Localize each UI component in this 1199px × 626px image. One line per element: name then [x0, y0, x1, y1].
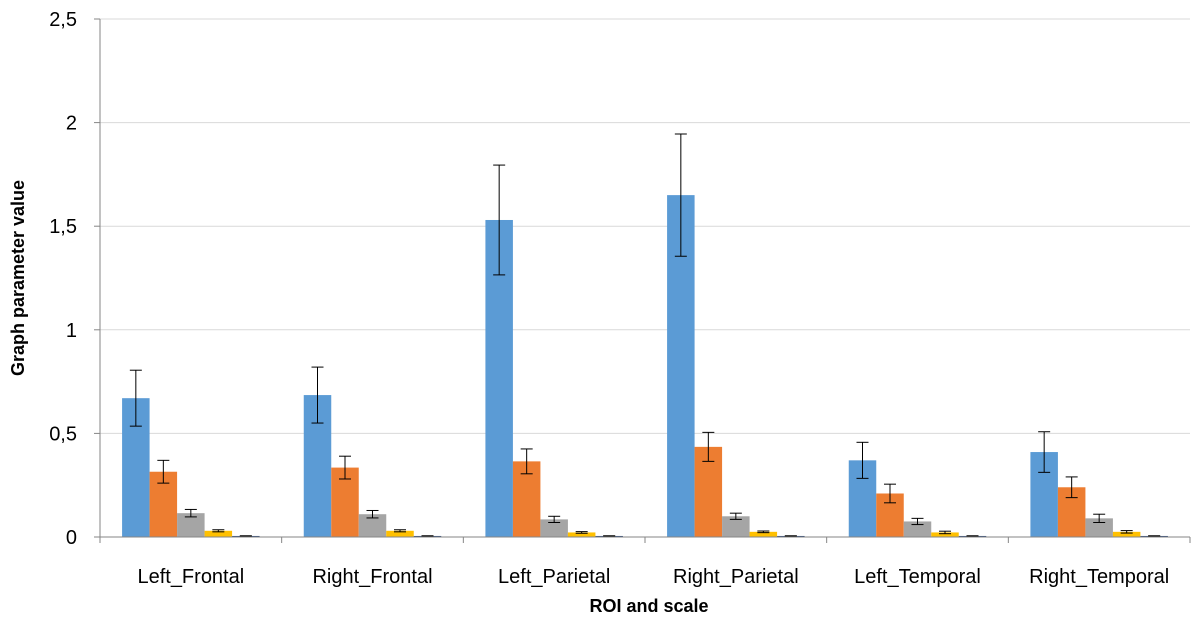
bar: [1085, 518, 1113, 537]
bar-series: [122, 195, 1168, 537]
y-tick-label: 1: [66, 320, 77, 342]
bar: [1112, 531, 1141, 537]
bar: [931, 532, 959, 537]
x-axis-tick-labels: Left_Frontal Right_Frontal Left_Parietal Ri…: [137, 566, 1169, 588]
x-axis-title: ROI and scale: [589, 596, 708, 616]
y-tick-label: 0: [66, 527, 77, 549]
x-tick-label: Right_Parietal: [673, 566, 799, 588]
y-axis-title: Graph parameter value: [8, 180, 28, 376]
bar: [386, 530, 414, 537]
bar: [722, 516, 750, 537]
bar: [694, 446, 723, 537]
y-tick-label: 2,5: [49, 9, 77, 31]
gridlines: [94, 18, 1190, 538]
x-tick-label: Right_Temporal: [1029, 566, 1169, 588]
x-tick-label: Right_Frontal: [312, 566, 432, 588]
x-tick-label: Left_Parietal: [498, 566, 610, 588]
y-tick-label: 1,5: [49, 216, 77, 238]
bar: [749, 531, 778, 537]
bar: [903, 521, 932, 537]
x-tick-label: Left_Temporal: [854, 566, 981, 588]
y-tick-label: 2: [66, 113, 77, 135]
bar: [358, 514, 387, 537]
error-bars: [129, 133, 1161, 537]
bar: [567, 532, 596, 537]
bar: [177, 513, 205, 537]
bar: [204, 530, 233, 537]
x-axis: [99, 19, 1191, 543]
x-tick-label: Left_Frontal: [137, 566, 244, 588]
bar: [540, 519, 568, 537]
y-axis-tick-labels: 0 0,5 1 1,5 2 2,5: [49, 9, 77, 549]
y-tick-label: 0,5: [49, 423, 77, 445]
